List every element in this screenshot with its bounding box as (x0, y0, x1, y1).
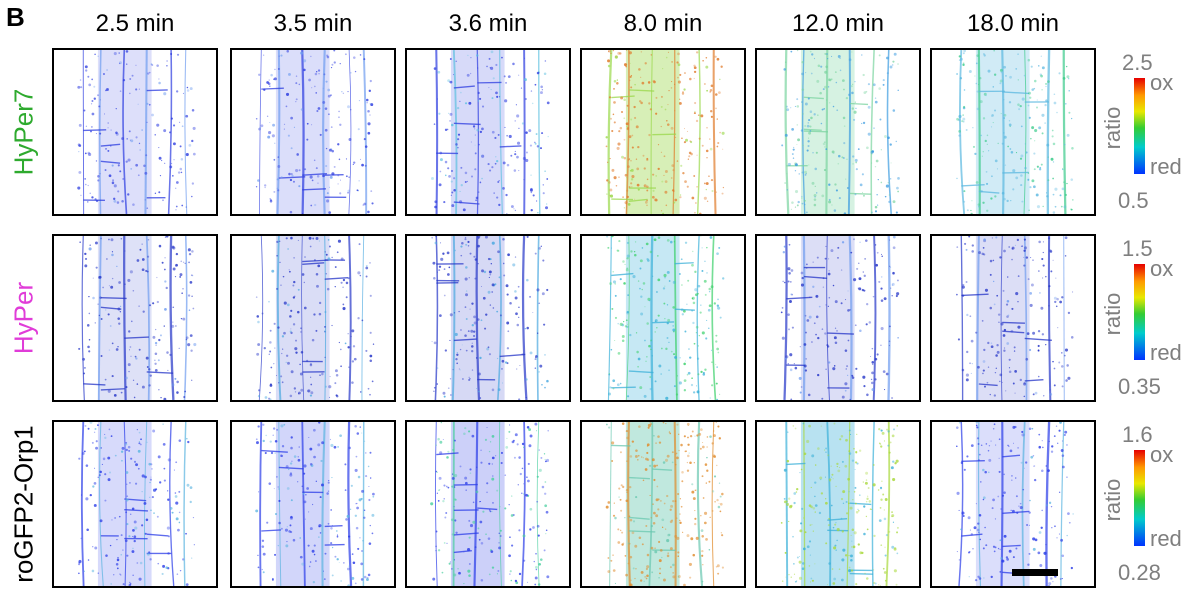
micrograph-image (255, 422, 375, 586)
time-label: 18.0 min (966, 10, 1060, 37)
colorbar-axis-label: ratio (1100, 106, 1125, 150)
colorbar-gradient (1134, 264, 1145, 360)
micrograph-image (605, 50, 725, 214)
row-label: roGFP2-Orp1 (8, 425, 39, 583)
micrograph-panel (230, 48, 396, 216)
micrograph-panel (230, 420, 396, 588)
micrograph-panel (405, 48, 571, 216)
micrograph-panel (580, 420, 746, 588)
colorbar-max-value: 1.5 (1122, 236, 1153, 261)
time-label: 8.0 min (623, 10, 703, 37)
micrograph-image (780, 236, 900, 400)
micrograph-image (781, 50, 900, 214)
time-label: 2.5 min (95, 10, 175, 37)
micrograph-panel (930, 420, 1096, 588)
colorbar-min-value: 0.28 (1118, 560, 1161, 585)
micrograph-panel (755, 234, 921, 402)
micrograph-image (431, 236, 549, 400)
micrograph-panel (52, 420, 218, 588)
colorbar-bottom-label: red (1150, 526, 1182, 551)
micrograph-image (956, 236, 1074, 400)
micrograph-panel (755, 420, 921, 588)
colorbar-top-label: ox (1150, 442, 1174, 467)
colorbar-min-value: 0.5 (1118, 188, 1149, 213)
time-label: 12.0 min (791, 10, 885, 37)
scale-bar (1012, 569, 1058, 576)
colorbar-min-value: 0.35 (1118, 374, 1161, 399)
time-label: 3.6 min (448, 10, 528, 37)
colorbar-axis-label: ratio (1100, 478, 1125, 522)
micrograph-image (255, 50, 374, 214)
panel-letter: B (6, 2, 25, 32)
micrograph-image (255, 236, 375, 400)
micrograph-panel (52, 48, 218, 216)
colorbar-gradient (1134, 450, 1145, 546)
micrograph-panel (230, 234, 396, 402)
row-label: HyPer (8, 281, 39, 355)
micrograph-panel (405, 420, 571, 588)
micrograph-image (431, 50, 550, 214)
colorbar-bottom-label: red (1150, 154, 1182, 179)
micrograph-image (956, 50, 1074, 214)
micrograph-image (606, 236, 725, 400)
micrograph-image (78, 422, 195, 586)
micrograph-image (780, 422, 899, 586)
micrograph-panel (580, 234, 746, 402)
colorbar-gradient (1134, 78, 1145, 174)
micrograph-panel (755, 48, 921, 216)
micrograph-panel (930, 234, 1096, 402)
time-label: 3.5 min (273, 10, 353, 37)
micrograph-image (77, 50, 196, 214)
micrograph-image (956, 422, 1074, 586)
micrograph-panel (405, 234, 571, 402)
micrograph-panel (580, 48, 746, 216)
row-label: HyPer7 (8, 88, 39, 176)
colorbar-top-label: ox (1150, 70, 1174, 95)
colorbar-axis-label: ratio (1100, 292, 1125, 336)
colorbar-bottom-label: red (1150, 340, 1182, 365)
micrograph-image (430, 422, 550, 586)
micrograph-panel (930, 48, 1096, 216)
micrograph-panel (52, 234, 218, 402)
micrograph-image (78, 236, 197, 400)
colorbar-max-value: 2.5 (1122, 50, 1153, 75)
colorbar-top-label: ox (1150, 256, 1174, 281)
colorbar-max-value: 1.6 (1122, 422, 1153, 447)
micrograph-image (605, 422, 724, 586)
